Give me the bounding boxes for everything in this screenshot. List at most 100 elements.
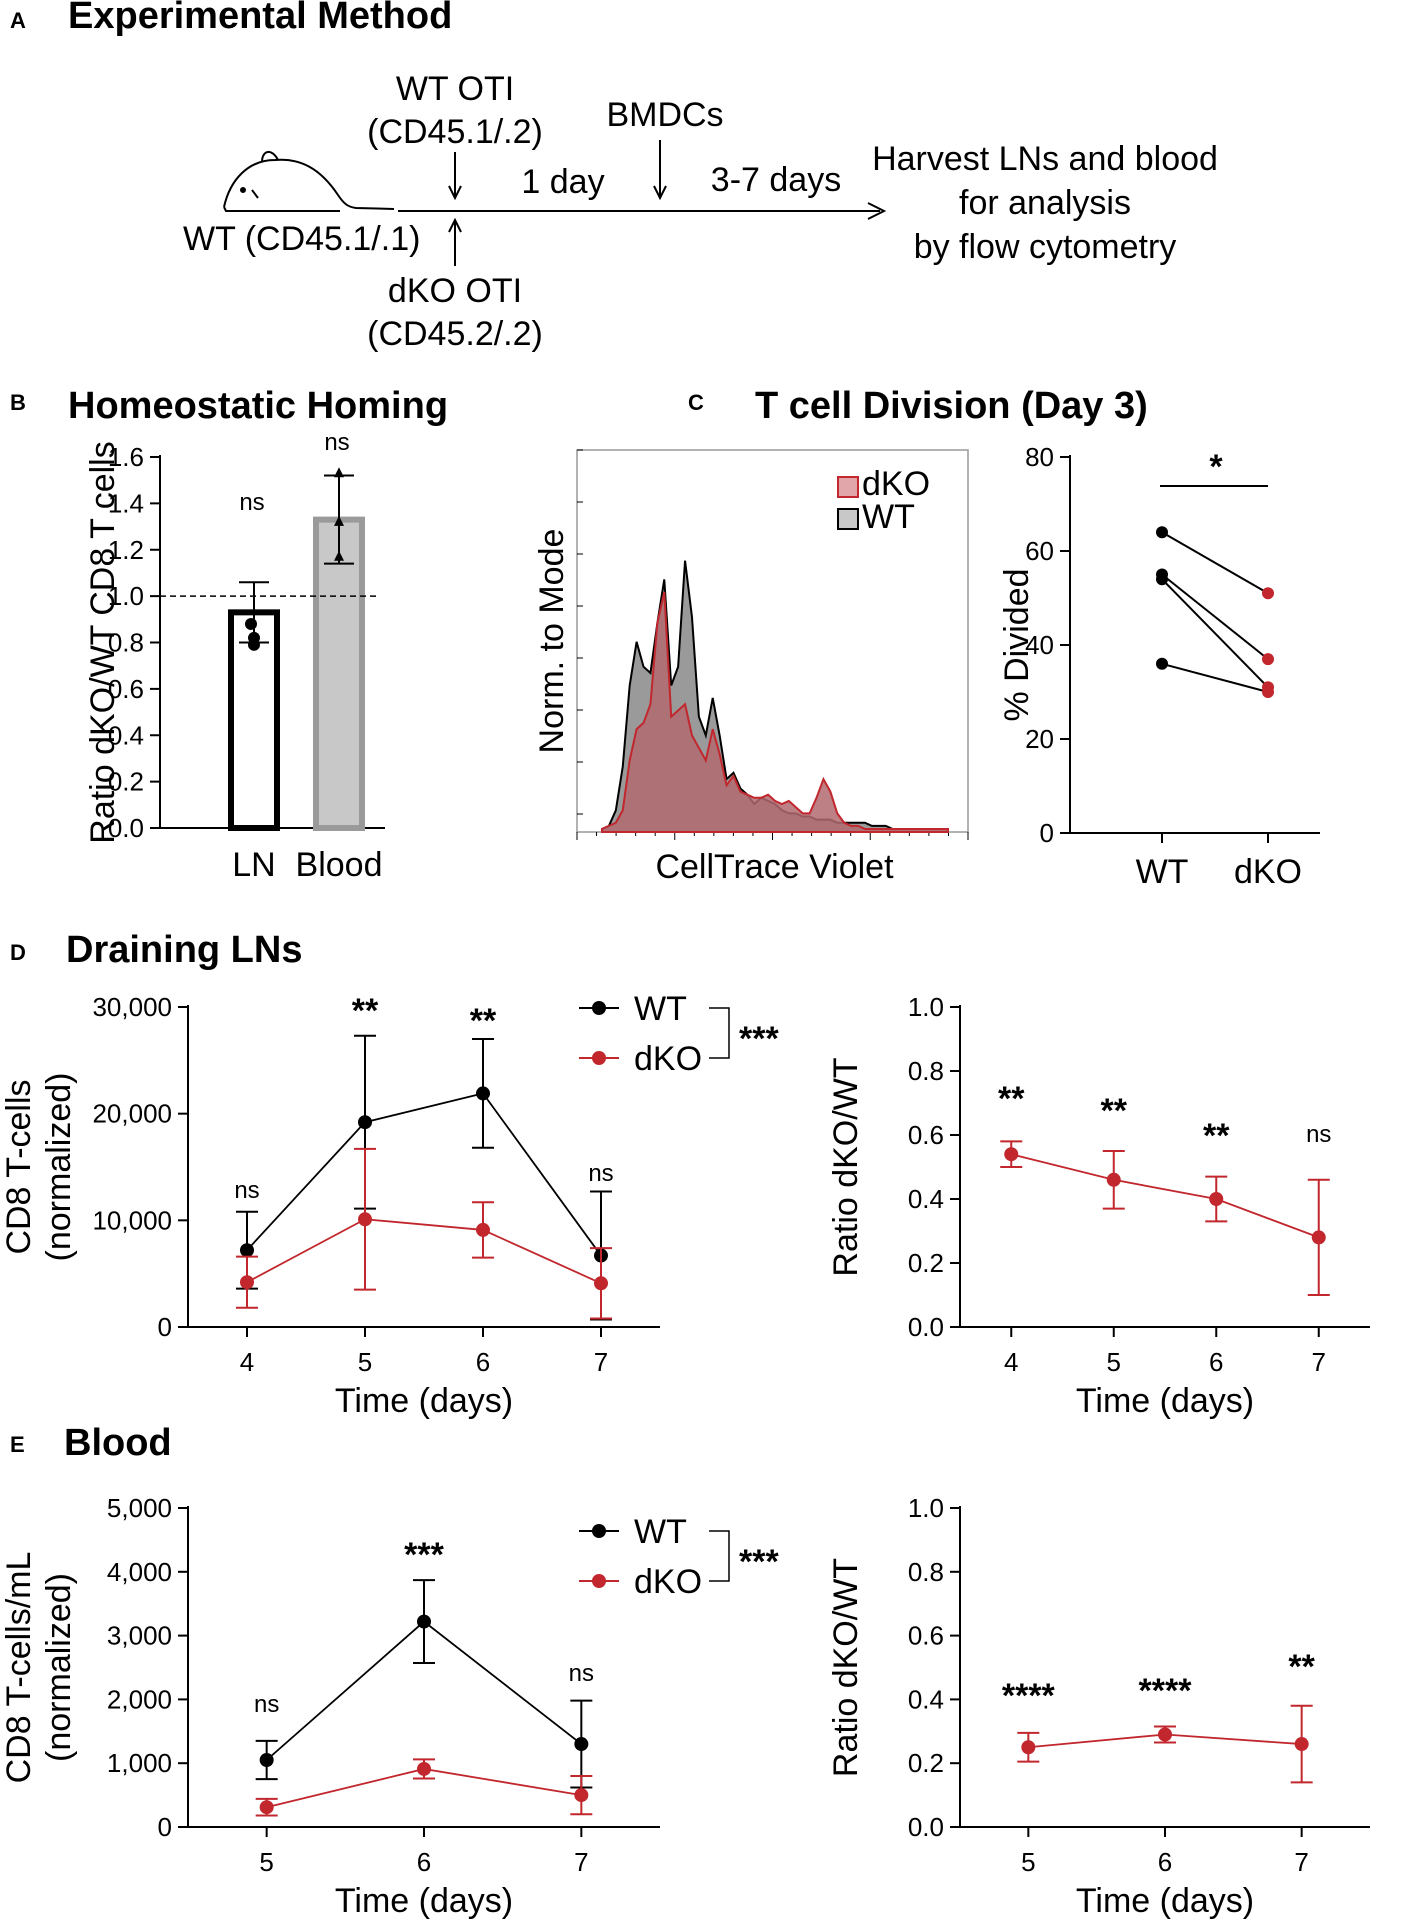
chartD1-x-tick-label: 6 [476,1347,490,1377]
b-y-tick-label: 1.6 [108,442,144,472]
chartE1-point [417,1761,431,1776]
chart-draining-ln-ratio: 0.0 0.2 0.4 0.6 0.8 1.0 Ratio dKO/WT 4 5 6 7 Time (… [827,992,1370,1420]
bmdcs-label: BMDCs [606,96,723,134]
harvest-line-2: for analysis [959,184,1131,222]
b-y-tick-label: 0.4 [108,720,144,750]
chartE1-point [259,1753,274,1768]
chartD2-x-tick-label: 5 [1107,1347,1121,1377]
b-point [334,550,344,561]
chartD1-series-line-dko [246,1218,602,1285]
chartE2-x-tick-label: 6 [1158,1847,1172,1877]
panel-c-title: T cell Division (Day 3) [755,385,1148,427]
chartD2-x-axis-label: Time (days) [1076,1382,1254,1420]
chartE2-y-tick-label: 0.4 [908,1684,944,1714]
b-y-tick-label: 1.4 [108,488,144,518]
chartE2-y-axis-label: Ratio dKO/WT [827,1558,865,1777]
chartD1-legend-label-wt: WT [634,990,687,1028]
chartE1-y-tick-label: 2,000 [107,1684,172,1714]
b-annotation: ns [324,429,349,456]
chartD1-y-axis-label: (normalized) [40,1073,78,1262]
chartE2-annotation: **** [1139,1672,1193,1710]
chartE1-x-tick-label: 5 [259,1847,273,1877]
panel-d-title: Draining LNs [66,929,302,971]
b-point [334,467,344,478]
chartE2-y-tick-label: 0.6 [908,1621,944,1651]
chartD2-annotation: ** [1203,1117,1230,1155]
chartE2-y-tick-label: 1.0 [908,1493,944,1523]
chartE1-y-tick-label: 5,000 [107,1493,172,1523]
panel-c: C T cell Division (Day 3) dKOWTCellTrace… [533,385,1320,891]
chartD1-y-tick-label: 0 [158,1312,172,1342]
chartE1-y-axis-label: CD8 T-cells/mL [0,1552,38,1784]
harvest-line-3: by flow cytometry [914,228,1177,266]
chartE1-annotation: ns [569,1660,594,1687]
c2-x-tick-label: dKO [1234,853,1302,891]
chartE1-x-axis-label: Time (days) [335,1882,513,1920]
chartD2-point [1004,1147,1019,1162]
chartE1-point [574,1737,589,1752]
c2-pair-line [1161,531,1269,595]
harvest-line-1: Harvest LNs and blood [872,140,1218,178]
chartD1-x-axis-label: Time (days) [335,1382,513,1420]
chartE1-y-tick-label: 3,000 [107,1621,172,1651]
chartD2-series-line-dko-wt [1011,1153,1320,1239]
chartE2-y-tick-label: 0.8 [908,1557,944,1587]
chartD1-point [594,1276,608,1291]
panel-e-title: Blood [64,1422,172,1464]
chartD2-y-tick-label: 0.8 [908,1056,944,1086]
chart-blood-counts: 0 1,000 2,000 3,000 4,000 5,000 CD8 T-cells/mL… [0,1493,779,1920]
chartD2-y-tick-label: 0.4 [908,1184,944,1214]
chartE2-x-tick-label: 5 [1021,1847,1035,1877]
chart-percent-divided: 0 20 40 60 80 % Divided WT dKO * [998,442,1320,891]
chartD1-x-tick-label: 7 [594,1347,608,1377]
chartE2-y-tick-label: 0.0 [908,1812,944,1842]
c2-point-dko [1262,653,1274,666]
c2-point-dko [1262,686,1274,698]
chartD2-x-tick-label: 6 [1209,1347,1223,1377]
chartE1-y-tick-label: 4,000 [107,1557,172,1587]
dko-oti-label: dKO OTI [388,272,522,310]
chartD1-legend-bracket [709,1007,730,1059]
chartD1-y-tick-label: 20,000 [92,1099,172,1129]
chartD1-point [358,1115,372,1130]
chartD1-legend-label-dko: dKO [634,1040,702,1078]
bar-blood [313,516,365,831]
chartD2-point [1311,1230,1326,1245]
chartE1-x-tick-label: 6 [417,1847,431,1877]
panel-a: A Experimental Method WT (CD45.1/.1) WT … [10,0,1218,353]
chartE1-legend-significance: *** [739,1543,779,1581]
panel-b-title: Homeostatic Homing [68,385,448,427]
chartE1-annotation: *** [404,1536,444,1574]
chartD1-y-axis-label: CD8 T-cells [0,1079,38,1254]
interval-1day: 1 day [521,163,604,201]
chartE2-annotation: **** [1002,1677,1056,1715]
panel-b-letter: B [10,390,26,415]
chartE1-legend-bracket [709,1530,730,1582]
b-point [248,631,260,644]
chartD1-legend-significance: *** [739,1020,779,1058]
b-x-tick-label: Blood [296,846,383,884]
chartE1-annotation: ns [254,1691,279,1718]
chartE1-legend-label-wt: WT [634,1513,687,1551]
c2-y-tick-label: 60 [1025,536,1054,566]
b-y-tick-label: 1.0 [108,581,144,611]
c2-point-wt [1156,657,1168,670]
chartD1-legend-marker-dko [592,1051,606,1065]
chartD1-point [476,1222,490,1237]
b-x-tick-label: LN [232,846,275,884]
c2-point-wt [1156,573,1168,586]
c1-legend-swatch-wt [837,508,859,530]
mouse-label: WT (CD45.1/.1) [183,220,420,258]
chartE2-annotation: ** [1288,1648,1315,1686]
chartE1-legend-label-dko: dKO [634,1563,702,1601]
chartD1-x-tick-label: 5 [358,1347,372,1377]
chartD1-point [240,1243,254,1258]
chartD1-annotation: ns [234,1177,259,1204]
chartE1-legend-marker-wt [592,1524,606,1538]
mouse-icon [223,151,395,212]
chart-blood-ratio: 0.0 0.2 0.4 0.6 0.8 1.0 Ratio dKO/WT 5 6 7 Time (d… [827,1493,1370,1920]
chartE1-y-tick-label: 0 [158,1812,172,1842]
dko-oti-arrow-head [448,217,462,233]
panel-e-letter: E [10,1432,25,1457]
chartD2-y-tick-label: 1.0 [908,992,944,1022]
